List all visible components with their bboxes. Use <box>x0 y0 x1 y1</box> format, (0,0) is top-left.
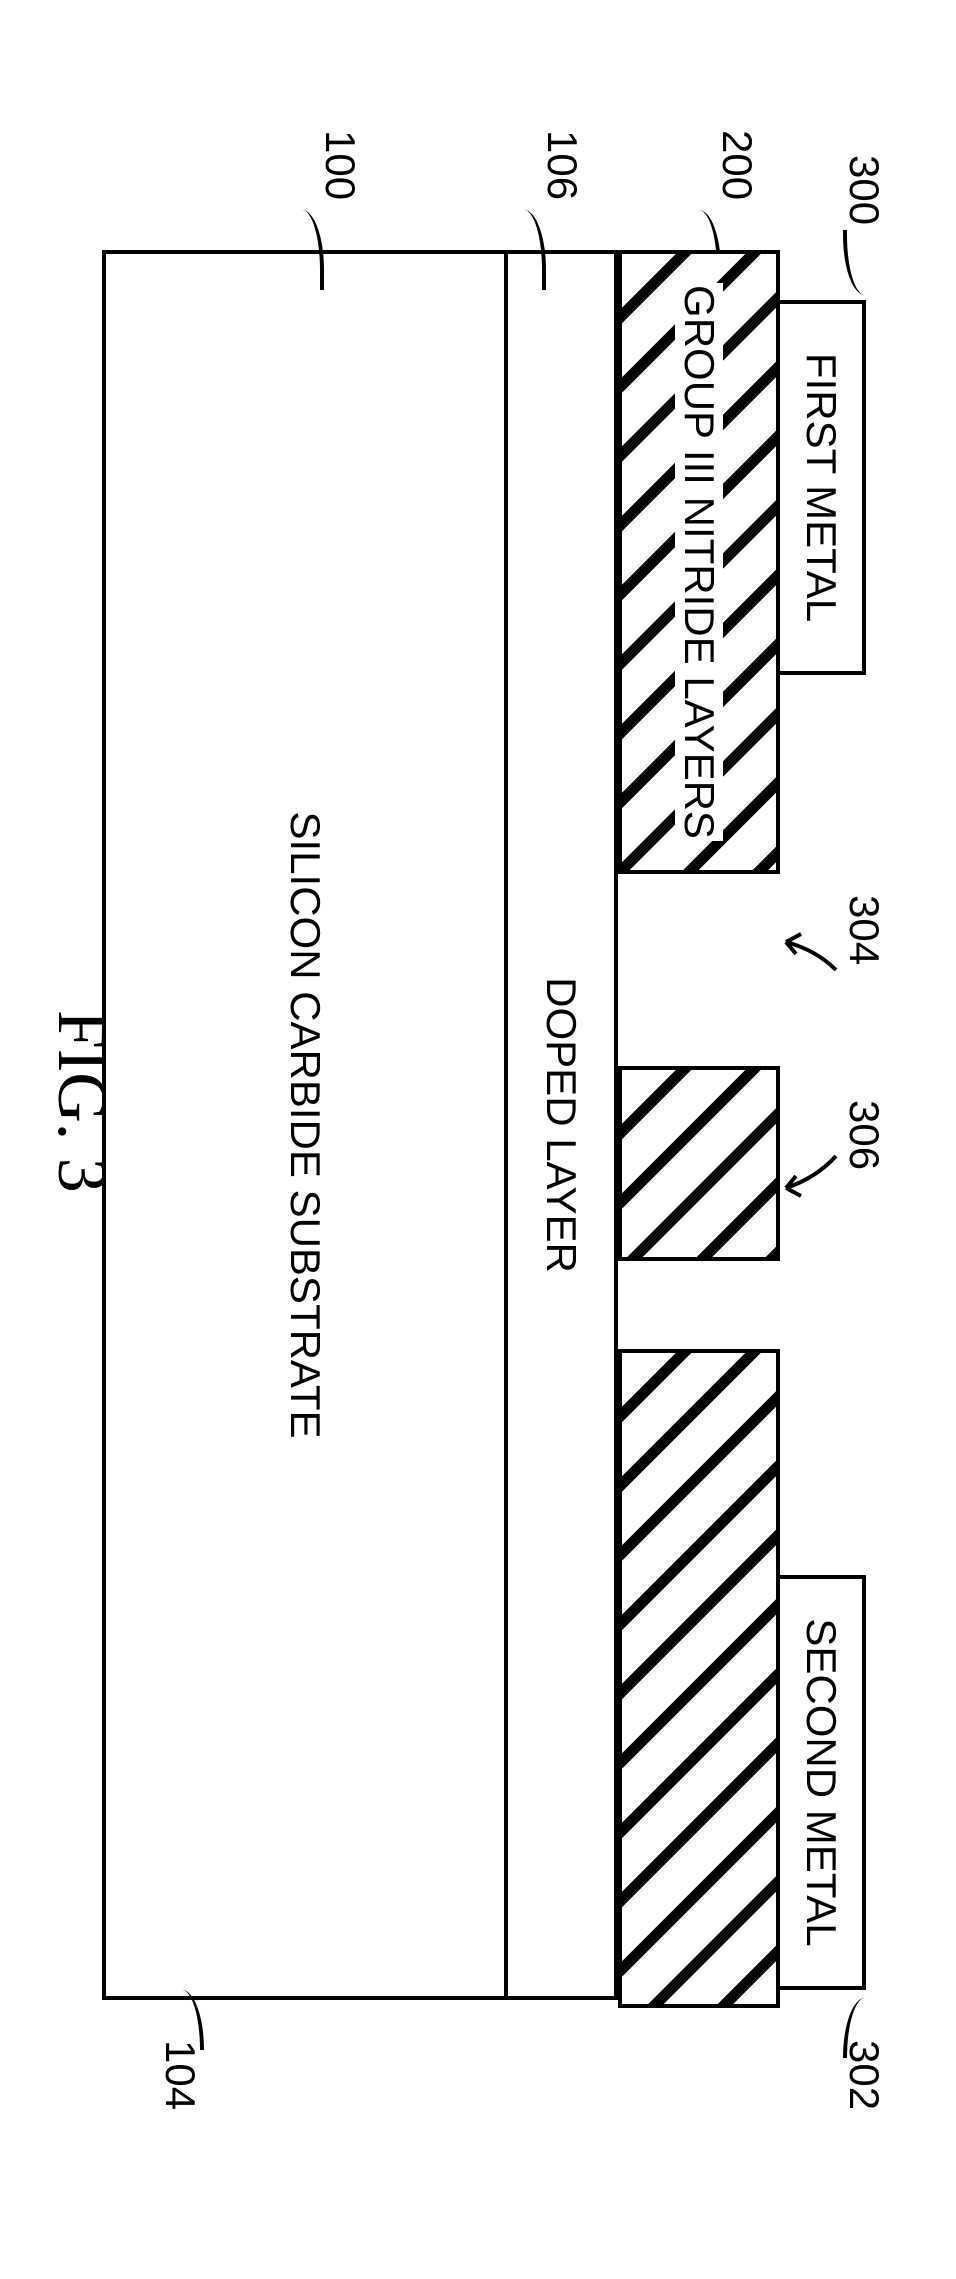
doped-layer: DOPED LAYER <box>508 250 618 2000</box>
ref-104: 104 <box>156 2040 204 2110</box>
second-metal-block: SECOND METAL <box>776 1575 866 1990</box>
ref-300: 300 <box>840 155 888 225</box>
doped-layer-label: DOPED LAYER <box>537 977 585 1273</box>
second-metal-label: SECOND METAL <box>797 1618 845 1946</box>
ref-100: 100 <box>316 130 364 200</box>
ref-106: 106 <box>538 130 586 200</box>
ref-304: 304 <box>840 895 888 965</box>
island-left: GROUP III NITRIDE LAYERS <box>618 250 780 874</box>
substrate-label: SILICON CARBIDE SUBSTRATE <box>281 811 329 1438</box>
leader-302 <box>843 1998 868 2058</box>
nitride-label: GROUP III NITRIDE LAYERS <box>675 283 723 841</box>
ref-306: 306 <box>840 1100 888 1170</box>
first-metal-block: FIRST METAL <box>776 300 866 675</box>
island-right <box>618 1349 780 2008</box>
figure-caption: FIG. 3 <box>41 1010 121 1193</box>
nitride-row: GROUP III NITRIDE LAYERS <box>618 250 776 2000</box>
leader-100 <box>299 210 324 290</box>
substrate-layer: SILICON CARBIDE SUBSTRATE <box>102 250 508 2000</box>
ref-200: 200 <box>713 130 761 200</box>
first-metal-label: FIRST METAL <box>797 353 845 622</box>
arrow-304 <box>761 930 841 990</box>
layer-stack-diagram: FIRST METAL SECOND METAL GROUP III NITRI… <box>102 250 866 2000</box>
island-middle <box>618 1066 780 1261</box>
leader-106 <box>521 210 546 290</box>
